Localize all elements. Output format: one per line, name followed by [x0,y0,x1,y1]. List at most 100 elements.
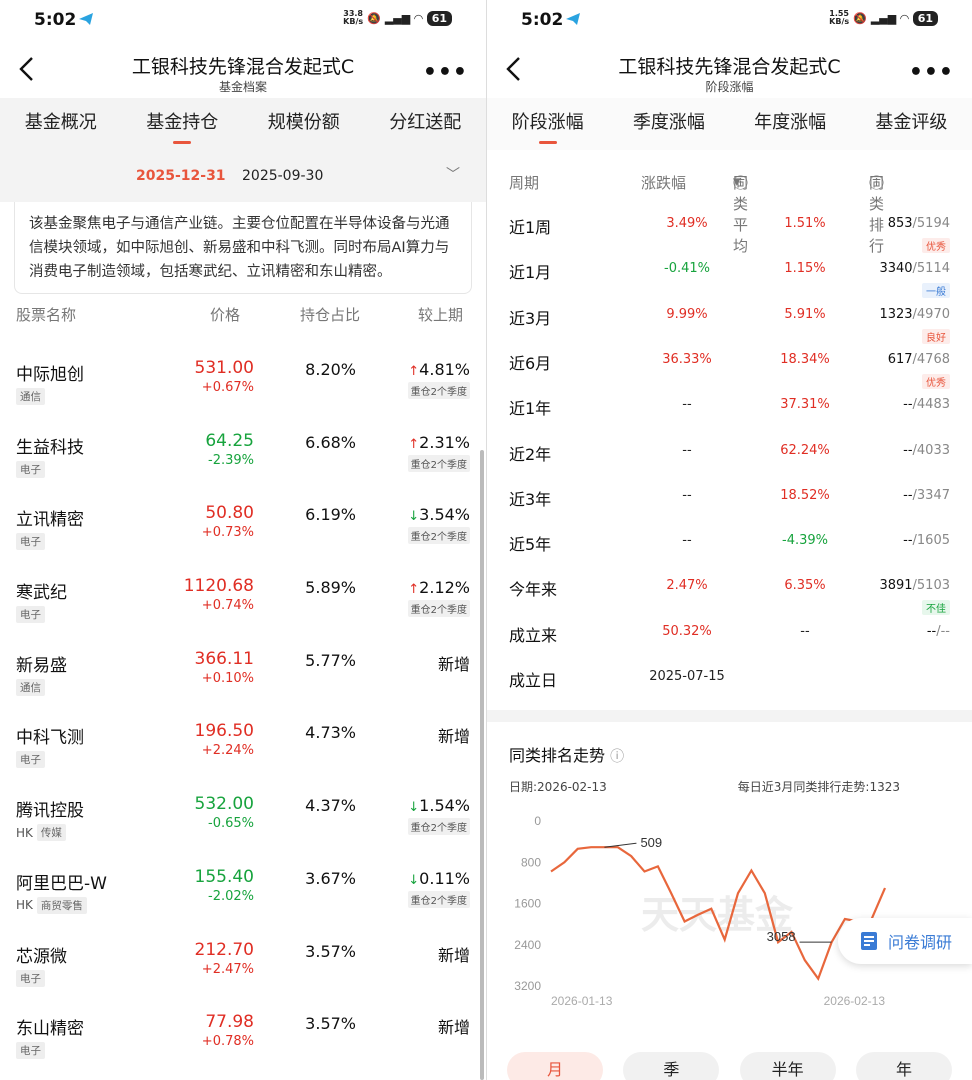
stock-tags: 电子 [16,751,45,769]
col-weight: 持仓占比 [300,306,361,324]
period-label: 近1月 [509,263,552,283]
back-icon[interactable] [503,56,525,82]
mute-icon: 🔕 [367,11,381,25]
tab-stage-return[interactable]: 阶段涨幅 [512,108,584,144]
date-option[interactable]: 2025-09-30 [242,168,324,184]
category-average: 1.15% [784,261,826,277]
category-rank: --/4483 [903,397,950,413]
period-label: 成立日 [509,671,558,690]
period-label: 近1周 [509,218,552,237]
compare-value: 新增 [437,945,470,965]
category-average: -- [800,623,810,639]
compare-value: ↑2.12% [408,578,470,598]
sector-tag: 通信 [16,678,45,696]
info-icon[interactable]: ⓘ [610,749,625,765]
range-quarter-button[interactable]: 季 [623,1052,720,1080]
y-tick-label: 800 [521,855,541,869]
page-subtitle: 阶段涨幅 [705,80,754,94]
range-buttons: 月 季 半年 年 [507,1052,952,1080]
sector-tag: 电子 [16,460,45,478]
nav-bar: 工银科技先锋混合发起式C 基金档案 ••• [0,44,486,98]
tab-annual-return[interactable]: 年度涨幅 [754,112,827,133]
chevron-down-icon[interactable]: ﹀ [446,167,460,183]
period-row: 近1周 3.49% 1.51% 853/5194 优秀 [487,208,972,253]
tab-scale[interactable]: 规模份额 [267,112,340,133]
category-average: -4.39% [782,533,828,549]
stock-name: 东山精密 [16,1019,84,1040]
performance-tabs: 阶段涨幅 季度涨幅 年度涨幅 基金评级 [487,98,972,150]
tab-holdings[interactable]: 基金持仓 [146,108,218,144]
period-return: 2.47% [666,578,708,594]
period-label: 近3月 [509,308,552,328]
holding-row[interactable]: 寒武纪 电子 1120.68 +0.74% 5.89% ↑2.12% 重仓2个季… [0,558,486,631]
mute-icon: 🔕 [853,11,867,25]
holding-row[interactable]: 腾讯控股 HK 传媒 532.00 -0.65% 4.37% ↓1.54% 重仓2… [0,776,486,849]
tab-fund-rating[interactable]: 基金评级 [875,112,948,133]
arrow-down-icon: ↓ [408,872,420,888]
x-tick-label: 2026-01-13 [551,994,613,1008]
status-icons: 33.8 KB/s 🔕 ▂▄▆ ◠ 61 [343,10,452,26]
holdings-header: 股票名称 价格 持仓占比 较上期 [0,304,486,328]
compare-note: 重仓2个季度 [407,527,470,545]
stock-name: 中际旭创 [16,365,84,385]
stock-change: -2.02% [208,888,254,904]
page-title: 工银科技先锋混合发起式C [131,56,355,78]
compare-value: ↑2.31% [408,432,470,452]
category-average: 18.52% [780,487,830,503]
stock-price: 64.25 [205,430,254,451]
holding-row[interactable]: 立讯精密 电子 50.80 +0.73% 6.19% ↓3.54% 重仓2个季度 [0,485,486,558]
category-rank: --/4033 [903,442,950,458]
compare-note: 重仓2个季度 [407,600,470,618]
status-bar: 5:02 1.55 KB/s 🔕 ▂▄▆ ◠ 61 [487,0,972,40]
more-icon[interactable]: ••• [422,60,468,85]
category-average: 1.51% [784,216,826,231]
period-return: 9.99% [666,306,708,322]
holding-row[interactable]: 生益科技 电子 64.25 -2.39% 6.68% ↑2.31% 重仓2个季度 [0,413,486,486]
more-icon[interactable]: ••• [908,60,954,85]
holding-row[interactable]: 阿里巴巴-W HK 商贸零售 155.40 -2.02% 3.67% ↓0.11%… [0,849,486,922]
stock-change: -0.65% [208,816,254,832]
holding-row[interactable]: 东山精密 电子 77.98 +0.78% 3.57% 新增 [0,994,486,1067]
tab-quarter-return[interactable]: 季度涨幅 [632,112,705,133]
period-row: 成立来 50.32% -- --/-- [487,616,972,661]
holding-weight: 3.57% [305,941,356,961]
back-icon[interactable] [16,56,38,82]
arrow-up-icon: ↑ [408,582,420,598]
holding-row[interactable]: 芯源微 电子 212.70 +2.47% 3.57% 新增 [0,922,486,995]
compare-value: ↑4.81% [408,360,470,379]
range-halfyear-button[interactable]: 半年 [739,1052,836,1080]
stock-name: 立讯精密 [16,510,84,531]
holding-weight: 8.20% [305,360,356,379]
date-selected[interactable]: 2025-12-31 [136,168,226,184]
period-return: 50.32% [662,623,712,639]
holding-row[interactable]: 新易盛 通信 366.11 +0.10% 5.77% 新增 [0,631,486,704]
category-rank: 853/5194 [887,216,950,231]
range-year-button[interactable]: 年 [855,1052,952,1080]
stock-price: 155.40 [194,866,254,887]
watermark: 天天基金 [641,894,794,937]
survey-button[interactable]: 问卷调研 [838,918,972,964]
col-stock-name: 股票名称 [16,306,77,324]
category-average: 18.34% [780,351,830,367]
survey-icon [860,932,877,950]
annotation-label: 3058 [767,929,796,944]
stock-change: +2.24% [201,743,254,759]
arrow-down-icon: ↓ [408,509,420,525]
status-time: 5:02 [521,10,564,30]
caret-down-icon: ▾ [733,172,741,190]
period-return: 36.33% [662,351,712,367]
holding-row[interactable]: 中科飞测 电子 196.50 +2.24% 4.73% 新增 [0,703,486,776]
tab-dividends[interactable]: 分红送配 [389,112,462,133]
compare-note: 重仓2个季度 [407,454,470,472]
tab-overview[interactable]: 基金概况 [24,112,97,133]
range-month-button[interactable]: 月 [507,1052,603,1080]
stock-tags: HK 传媒 [16,824,66,842]
holding-row[interactable]: 中际旭创 通信 531.00 +0.67% 8.20% ↑4.81% 重仓2个季… [0,340,486,413]
category-rank: 617/4768 [887,351,950,367]
rank-rating-badge: 良好 [922,328,950,344]
category-rank: --/3347 [903,487,950,503]
col-compare: 较上期 [418,306,464,324]
period-return: -- [682,533,692,549]
scrollbar[interactable] [480,450,484,1080]
category-average: 5.91% [784,306,826,322]
